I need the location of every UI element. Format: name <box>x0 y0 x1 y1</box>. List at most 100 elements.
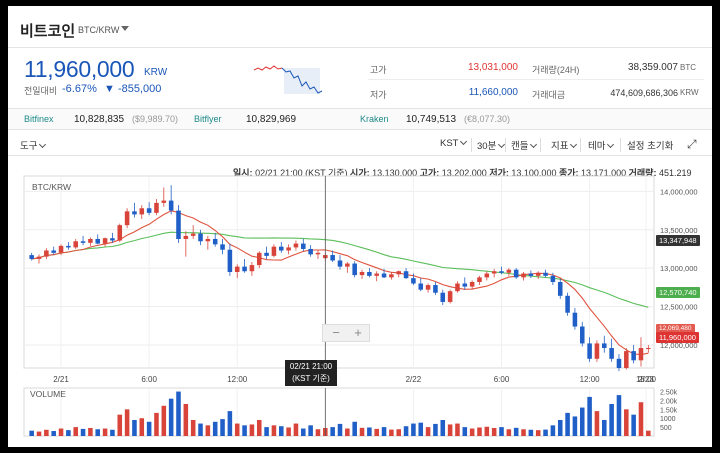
volume-bar <box>271 425 277 436</box>
coin-select-caret-icon[interactable] <box>121 26 129 31</box>
volume-bar <box>293 423 299 436</box>
candle-body <box>462 283 468 287</box>
candle-body <box>403 271 409 279</box>
candle-body <box>609 348 614 359</box>
candle-body <box>242 266 247 272</box>
volume-bar <box>528 429 534 436</box>
crosshair-time-tooltip: 02/21 21:00 (KST 기준) <box>285 360 337 386</box>
trade-amount-unit: KRW <box>680 88 699 97</box>
candle-body <box>528 273 534 276</box>
candle-body <box>565 295 570 313</box>
tools-menu[interactable]: 도구 <box>20 138 47 152</box>
stats-divider <box>368 79 704 80</box>
candle-body <box>139 208 145 215</box>
volume-bar <box>117 414 123 436</box>
coin-pair: BTC/KRW <box>78 25 120 35</box>
candle-body <box>80 241 86 243</box>
indicator-select[interactable]: 지표 <box>551 138 578 152</box>
volume-bar <box>176 391 181 436</box>
toolbar-divider <box>505 138 506 152</box>
volume-bar <box>535 430 541 436</box>
volume-bar <box>411 423 416 436</box>
candle-body <box>271 246 277 256</box>
trade-amount-value: 474,609,686,306 <box>610 88 678 98</box>
volume-panel-label: VOLUME <box>30 389 66 399</box>
candle-body <box>624 351 629 368</box>
time-tick-label: 6:00 <box>141 375 157 384</box>
volume-bar <box>381 427 387 436</box>
volume-bar <box>234 423 240 436</box>
time-tick-label: 6:00 <box>494 375 510 384</box>
theme-select[interactable]: 테마 <box>588 138 615 152</box>
volume-bar <box>646 430 651 436</box>
candle-body <box>469 281 475 287</box>
change-label: 전일대비 <box>24 86 58 96</box>
ohlc-volume-label: 거래량: <box>628 168 657 178</box>
volume-bar <box>499 427 504 436</box>
volume-bar <box>29 430 34 436</box>
volume-bar <box>616 395 622 436</box>
volume-tick-label: 2.50k <box>660 390 678 397</box>
candle-body <box>543 272 548 276</box>
zoom-out-button[interactable]: − <box>332 325 340 340</box>
candle-body <box>102 238 108 244</box>
candle-body <box>58 245 64 253</box>
volume-bar <box>609 404 614 436</box>
volume-bar <box>132 420 137 436</box>
candle-body <box>374 273 379 276</box>
chart-pair-label: BTC/KRW <box>32 182 72 192</box>
volume-bar <box>462 427 468 436</box>
moving-average-long-line <box>31 231 649 308</box>
reset-settings-button[interactable]: 설정 초기화 <box>627 141 674 152</box>
candlestick-chart[interactable]: 14,000,000 13,500,000 13,000,000 12,500,000… <box>8 6 712 447</box>
candle-select[interactable]: 캔들 <box>511 138 538 152</box>
volume-tick-label: 1000 <box>660 416 676 423</box>
candle-body <box>381 273 387 278</box>
volume-bar <box>88 428 93 436</box>
candle-body <box>352 263 357 276</box>
sparkline-line <box>253 65 283 71</box>
candle-body <box>293 243 299 248</box>
candle-body <box>198 233 203 242</box>
change-percent: -6.67% <box>62 83 97 95</box>
change-amount: ▼ -855,000 <box>104 83 162 95</box>
candle-body <box>550 275 556 282</box>
candle-body <box>455 283 460 292</box>
candle-body <box>249 265 255 272</box>
ohlc-date-value: 02/21 21:00 (KST 기준) <box>255 168 348 178</box>
price-unit: KRW <box>144 67 168 78</box>
volume-bar <box>337 423 343 436</box>
candle-body <box>418 283 424 290</box>
candle-body <box>110 238 115 241</box>
candle-body <box>616 358 622 368</box>
fullscreen-expand-icon[interactable]: ⤢ <box>687 137 697 151</box>
candle-body <box>572 312 578 327</box>
candle-body <box>491 271 497 274</box>
volume-bar <box>469 428 475 436</box>
candle-body <box>330 255 335 261</box>
price-tick-label: 13,000,000 <box>660 264 698 273</box>
coin-name: 비트코인 <box>20 23 76 40</box>
candle-body <box>484 273 490 278</box>
candle-body <box>477 277 482 282</box>
interval-select[interactable]: 30분 <box>477 138 506 152</box>
trade-amount-label: 거래대금 <box>532 90 566 100</box>
ohlc-low-label: 저가: <box>489 168 509 178</box>
exchange-name-kraken: Kraken <box>360 114 389 124</box>
volume-bar <box>308 425 313 436</box>
volume-bar <box>367 427 372 436</box>
timezone-select[interactable]: KST <box>440 137 468 149</box>
volume-bar <box>73 427 78 436</box>
candle-body <box>176 210 181 239</box>
candle-body <box>638 348 644 361</box>
candle-body <box>389 274 394 278</box>
volume-tick-label: 2.00k <box>660 398 678 405</box>
volume-bar <box>220 419 225 436</box>
zoom-in-button[interactable]: + <box>354 325 362 340</box>
toolbar-divider <box>620 138 621 152</box>
volume-bar <box>374 428 379 436</box>
price-tick-label: 12,500,000 <box>660 303 698 312</box>
candle-body <box>256 252 262 266</box>
volume-bar <box>154 412 159 436</box>
volume-bar <box>543 429 548 436</box>
